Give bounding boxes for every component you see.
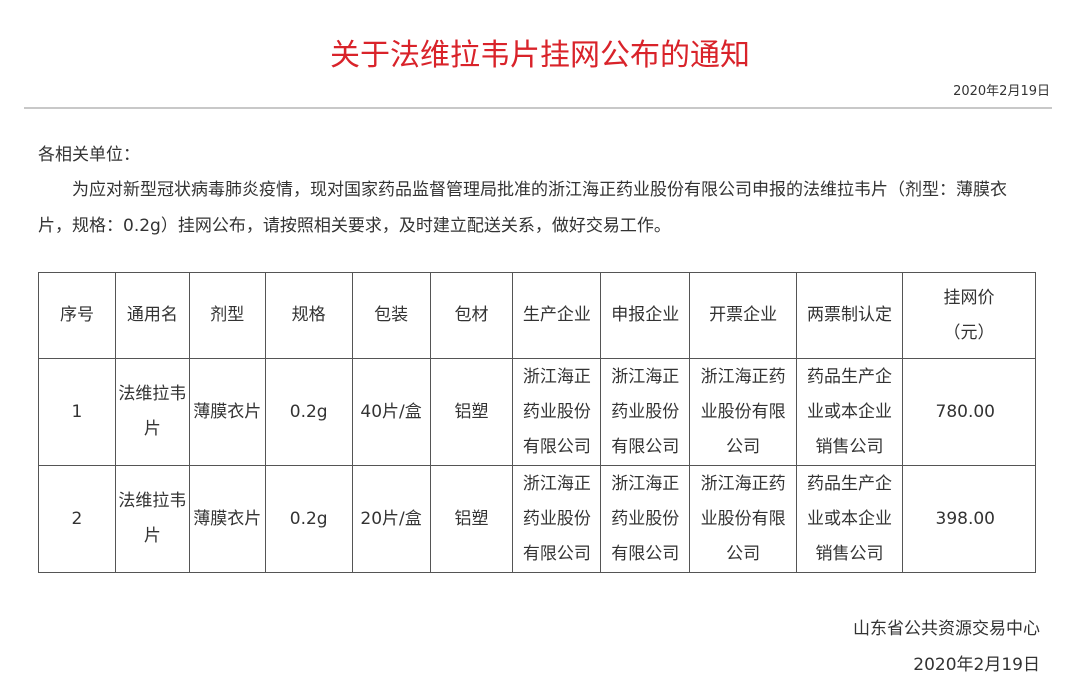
cell-material: 铝塑 [429, 358, 514, 466]
issuer: 山东省公共资源交易中心 [853, 619, 1040, 639]
cell-price: 398.00 [901, 465, 1037, 573]
table-row: 1 法维拉韦片 薄膜衣片 0.2g 40片/盒 铝塑 浙江海正药业股份有限公司 … [38, 358, 1037, 466]
price-table: 序号 通用名 剂型 规格 包装 包材 生产企业 申报企业 开票企业 两票制认定 … [38, 272, 1037, 573]
cell-applicant: 浙江海正药业股份有限公司 [600, 465, 691, 573]
notice-title: 关于法维拉韦片挂网公布的通知 [330, 38, 750, 73]
cell-name: 法维拉韦片 [114, 465, 190, 573]
cell-material: 铝塑 [429, 465, 514, 573]
cell-two-invoice: 药品生产企业或本企业销售公司 [796, 465, 903, 573]
header-cell: 剂型 [188, 272, 266, 359]
cell-index: 1 [38, 358, 116, 466]
body-paragraph: 为应对新型冠状病毒肺炎疫情，现对国家药品监督管理局批准的浙江海正药业股份有限公司… [38, 180, 1007, 236]
divider [24, 107, 1052, 109]
publish-date: 2020年2月19日 [953, 84, 1050, 99]
header-cell: 两票制认定 [796, 272, 903, 359]
table-row: 2 法维拉韦片 薄膜衣片 0.2g 20片/盒 铝塑 浙江海正药业股份有限公司 … [38, 465, 1037, 573]
cell-invoicer: 浙江海正药业股份有限公司 [689, 465, 798, 573]
header-cell: 规格 [264, 272, 353, 359]
cell-form: 薄膜衣片 [188, 465, 266, 573]
header-cell: 开票企业 [689, 272, 798, 359]
signature-date: 2020年2月19日 [913, 655, 1040, 675]
header-cell: 挂网价（元） [901, 272, 1037, 359]
cell-pack: 40片/盒 [351, 358, 431, 466]
cell-two-invoice: 药品生产企业或本企业销售公司 [796, 358, 903, 466]
cell-manufacturer: 浙江海正药业股份有限公司 [512, 358, 602, 466]
header-cell: 包装 [351, 272, 431, 359]
header-cell: 申报企业 [600, 272, 691, 359]
cell-index: 2 [38, 465, 116, 573]
header-cell: 通用名 [114, 272, 190, 359]
salutation: 各相关单位： [38, 145, 140, 165]
cell-spec: 0.2g [264, 358, 353, 466]
cell-invoicer: 浙江海正药业股份有限公司 [689, 358, 798, 466]
cell-price: 780.00 [901, 358, 1037, 466]
cell-spec: 0.2g [264, 465, 353, 573]
cell-manufacturer: 浙江海正药业股份有限公司 [512, 465, 602, 573]
table-header-row: 序号 通用名 剂型 规格 包装 包材 生产企业 申报企业 开票企业 两票制认定 … [38, 272, 1037, 359]
header-cell: 包材 [429, 272, 514, 359]
header-cell: 生产企业 [512, 272, 602, 359]
cell-applicant: 浙江海正药业股份有限公司 [600, 358, 691, 466]
cell-pack: 20片/盒 [351, 465, 431, 573]
cell-form: 薄膜衣片 [188, 358, 266, 466]
header-cell: 序号 [38, 272, 116, 359]
cell-name: 法维拉韦片 [114, 358, 190, 466]
